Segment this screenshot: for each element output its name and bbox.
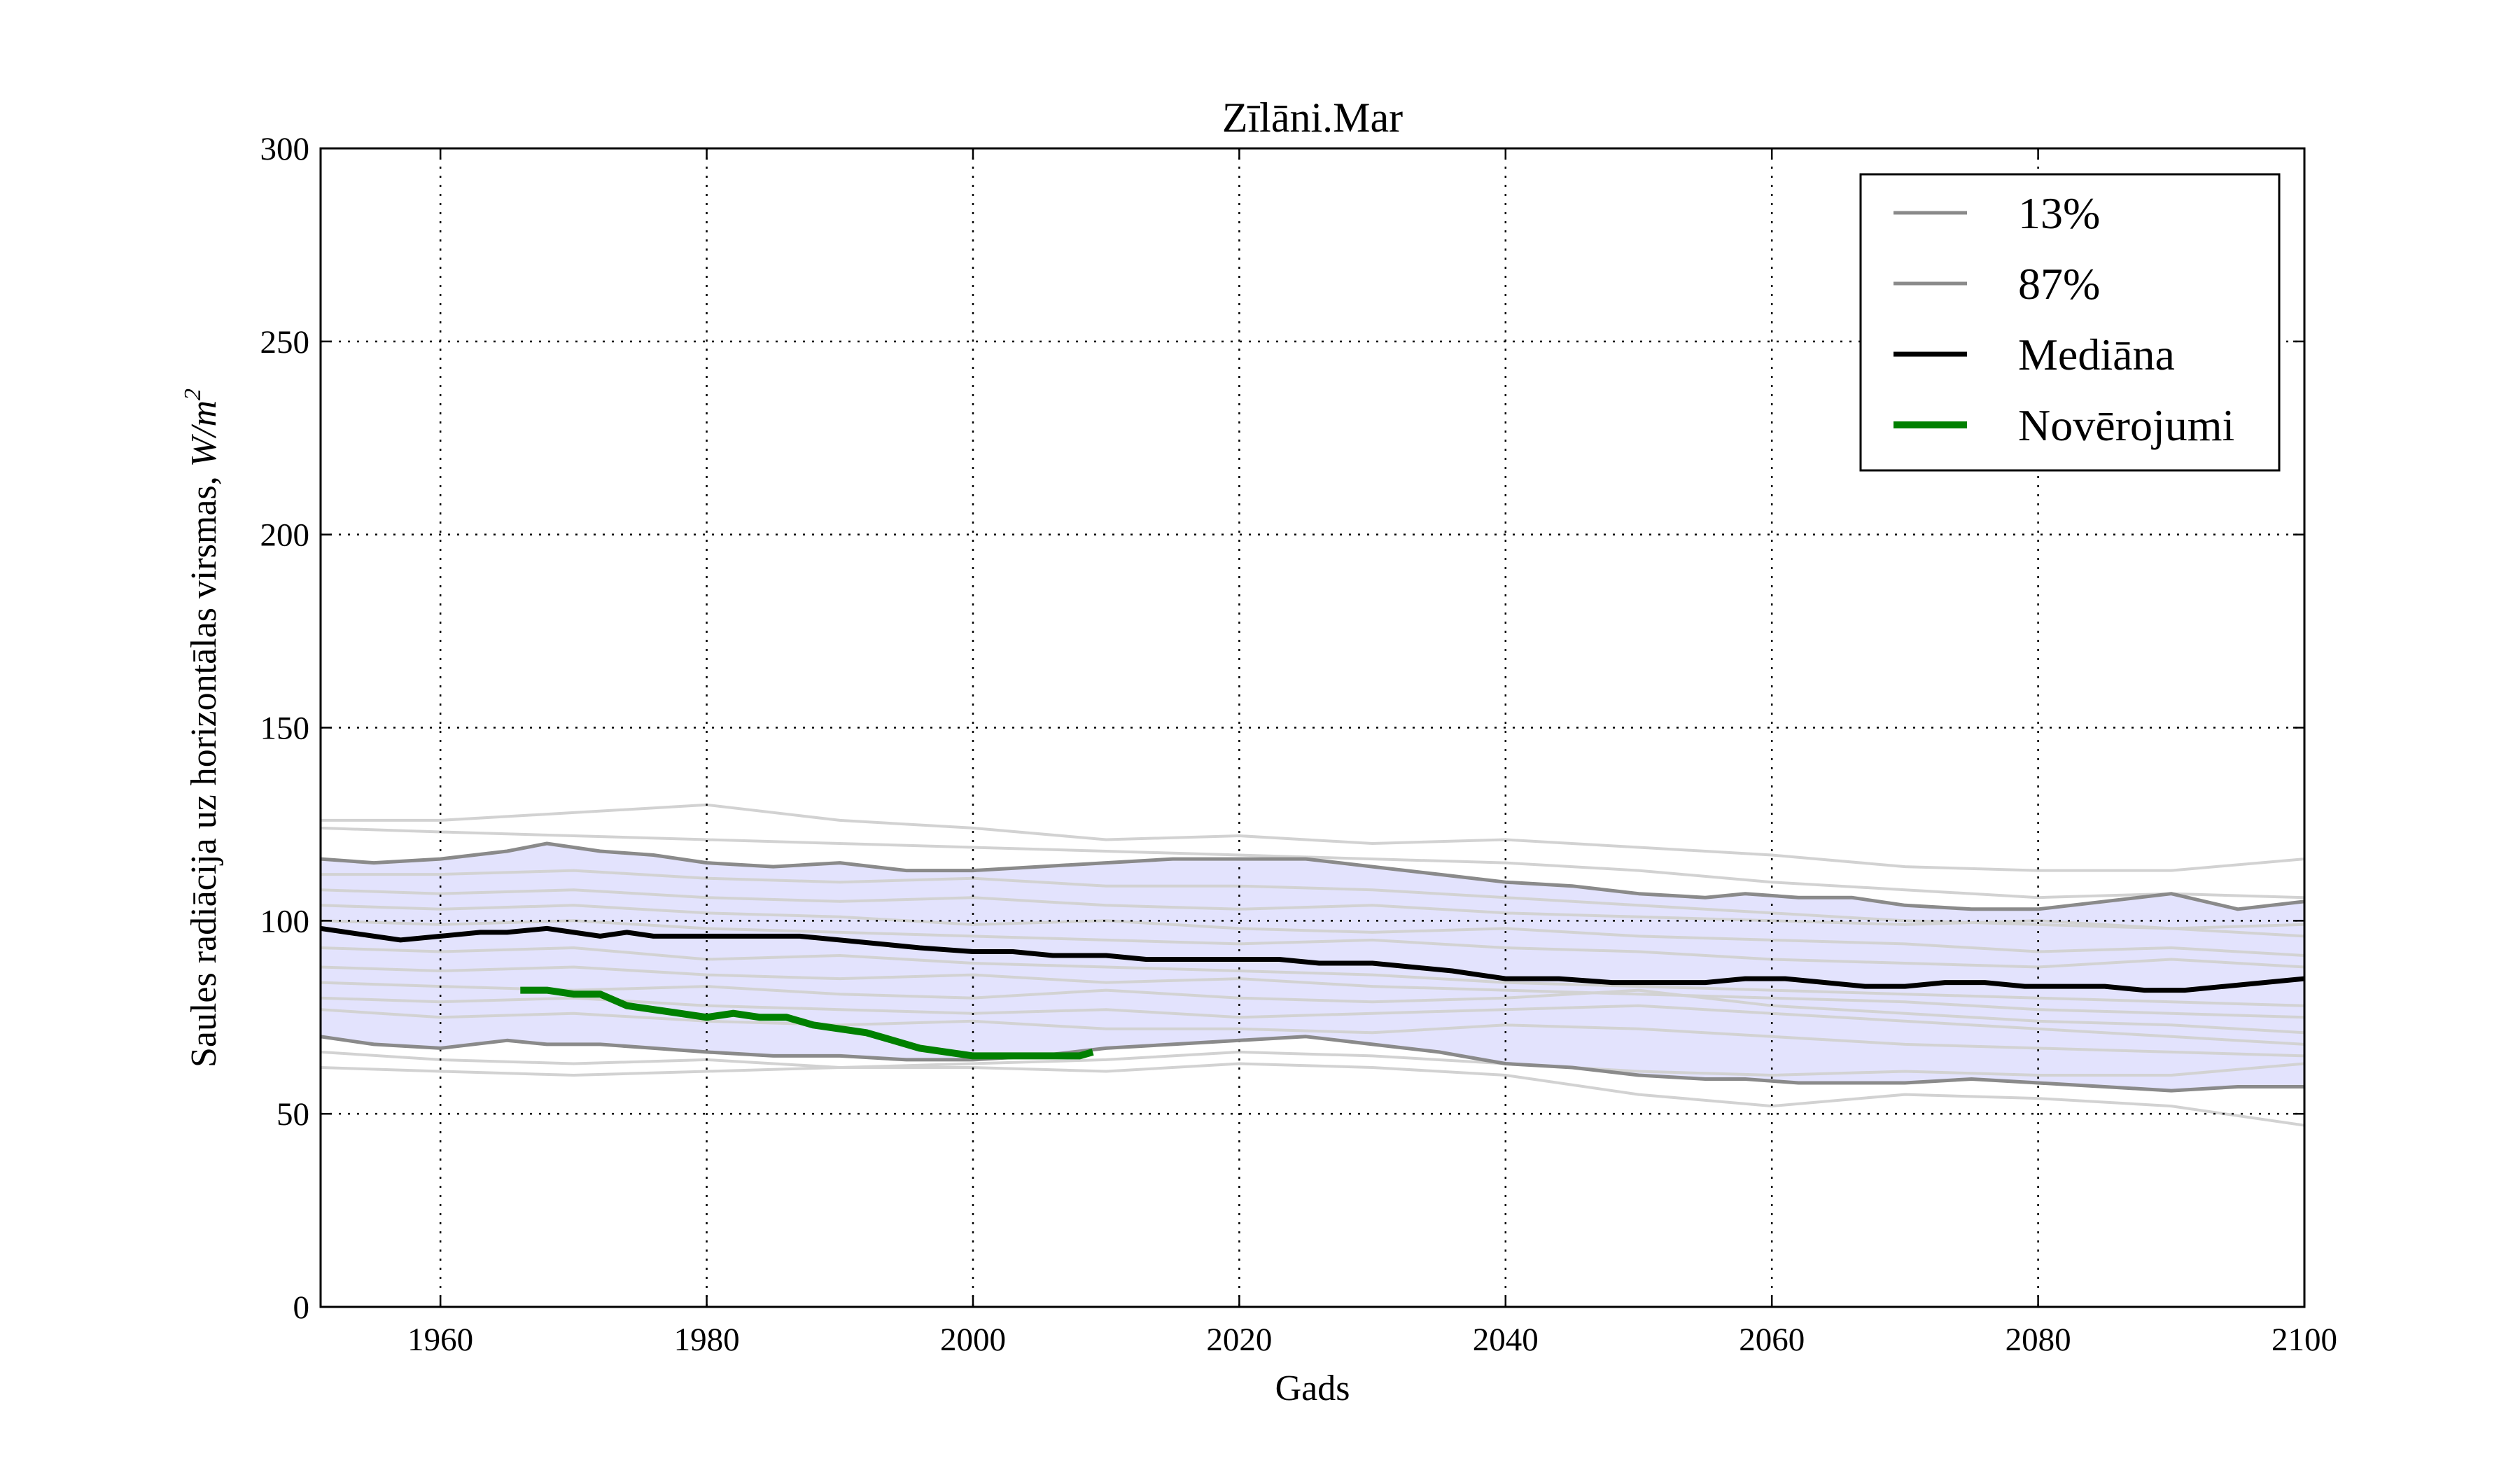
ensemble-line-13: [321, 1062, 2304, 1127]
y-tick-label-300: 300: [260, 131, 310, 167]
x-tick-label-2060: 2060: [1739, 1322, 1805, 1358]
legend-label-2: 87%: [2018, 259, 2100, 309]
percentile-13-line: [321, 1035, 2304, 1093]
x-tick-label-2100: 2100: [2272, 1322, 2337, 1358]
percentile-87-line: [321, 841, 2304, 911]
legend-label-4: Novērojumi: [2018, 400, 2234, 450]
series-layer: [321, 841, 2304, 1093]
ensemble-line-1: [321, 803, 2304, 872]
ensemble-line-9: [321, 981, 2304, 1035]
y-tick-label-250: 250: [260, 324, 310, 360]
y-axis-label-text: Saules radiācija uz horizontālas virsmas…: [184, 467, 224, 1068]
y-tick-label-50: 50: [276, 1096, 309, 1133]
chart-title: Zīlāni.Mar: [1222, 94, 1403, 141]
legend-label-3: Mediāna: [2018, 330, 2175, 379]
y-axis-label: Saules radiācija uz horizontālas virsmas…: [180, 388, 224, 1068]
y-axis-label-unit-exponent: 2: [180, 388, 206, 400]
y-axis-label-unit: W/m: [184, 400, 224, 467]
ensemble-line-5: [321, 904, 2304, 957]
x-tick-label-1960: 1960: [407, 1322, 473, 1358]
x-tick-label-2080: 2080: [2005, 1322, 2071, 1358]
ensemble-line-6: [321, 919, 2304, 969]
ensemble-lines-layer: [321, 803, 2304, 1127]
ensemble-line-2: [321, 826, 2304, 899]
y-tick-label-100: 100: [260, 903, 310, 939]
ensemble-line-4: [321, 888, 2304, 930]
y-tick-label-0: 0: [293, 1289, 310, 1326]
y-tick-label-150: 150: [260, 710, 310, 747]
x-axis-label: Gads: [1275, 1368, 1350, 1408]
observations-line: [520, 986, 1094, 1060]
tick-layer: [321, 147, 2306, 1308]
legend: 13% 87% Mediāna Novērojumi: [1859, 173, 2281, 472]
ensemble-line-8: [321, 965, 2304, 1019]
tick-label-layer: 1960 1980 2000 2020 2040 2060 2080 2100 0 50 100 15…: [260, 131, 2338, 1358]
x-tick-label-2040: 2040: [1473, 1322, 1539, 1358]
ensemble-line-10: [321, 996, 2304, 1046]
legend-label-1: 13%: [2018, 188, 2100, 238]
x-tick-label-2000: 2000: [940, 1322, 1006, 1358]
ensemble-line-7: [321, 946, 2304, 1007]
x-tick-label-2020: 2020: [1206, 1322, 1272, 1358]
median-line: [321, 925, 2304, 993]
grid-layer: [321, 148, 2304, 1307]
legend-box: [1859, 173, 2281, 472]
x-tick-label-1980: 1980: [674, 1322, 740, 1358]
ensemble-line-11: [321, 1008, 2304, 1058]
y-tick-label-200: 200: [260, 517, 310, 554]
ensemble-line-12: [321, 1050, 2304, 1077]
